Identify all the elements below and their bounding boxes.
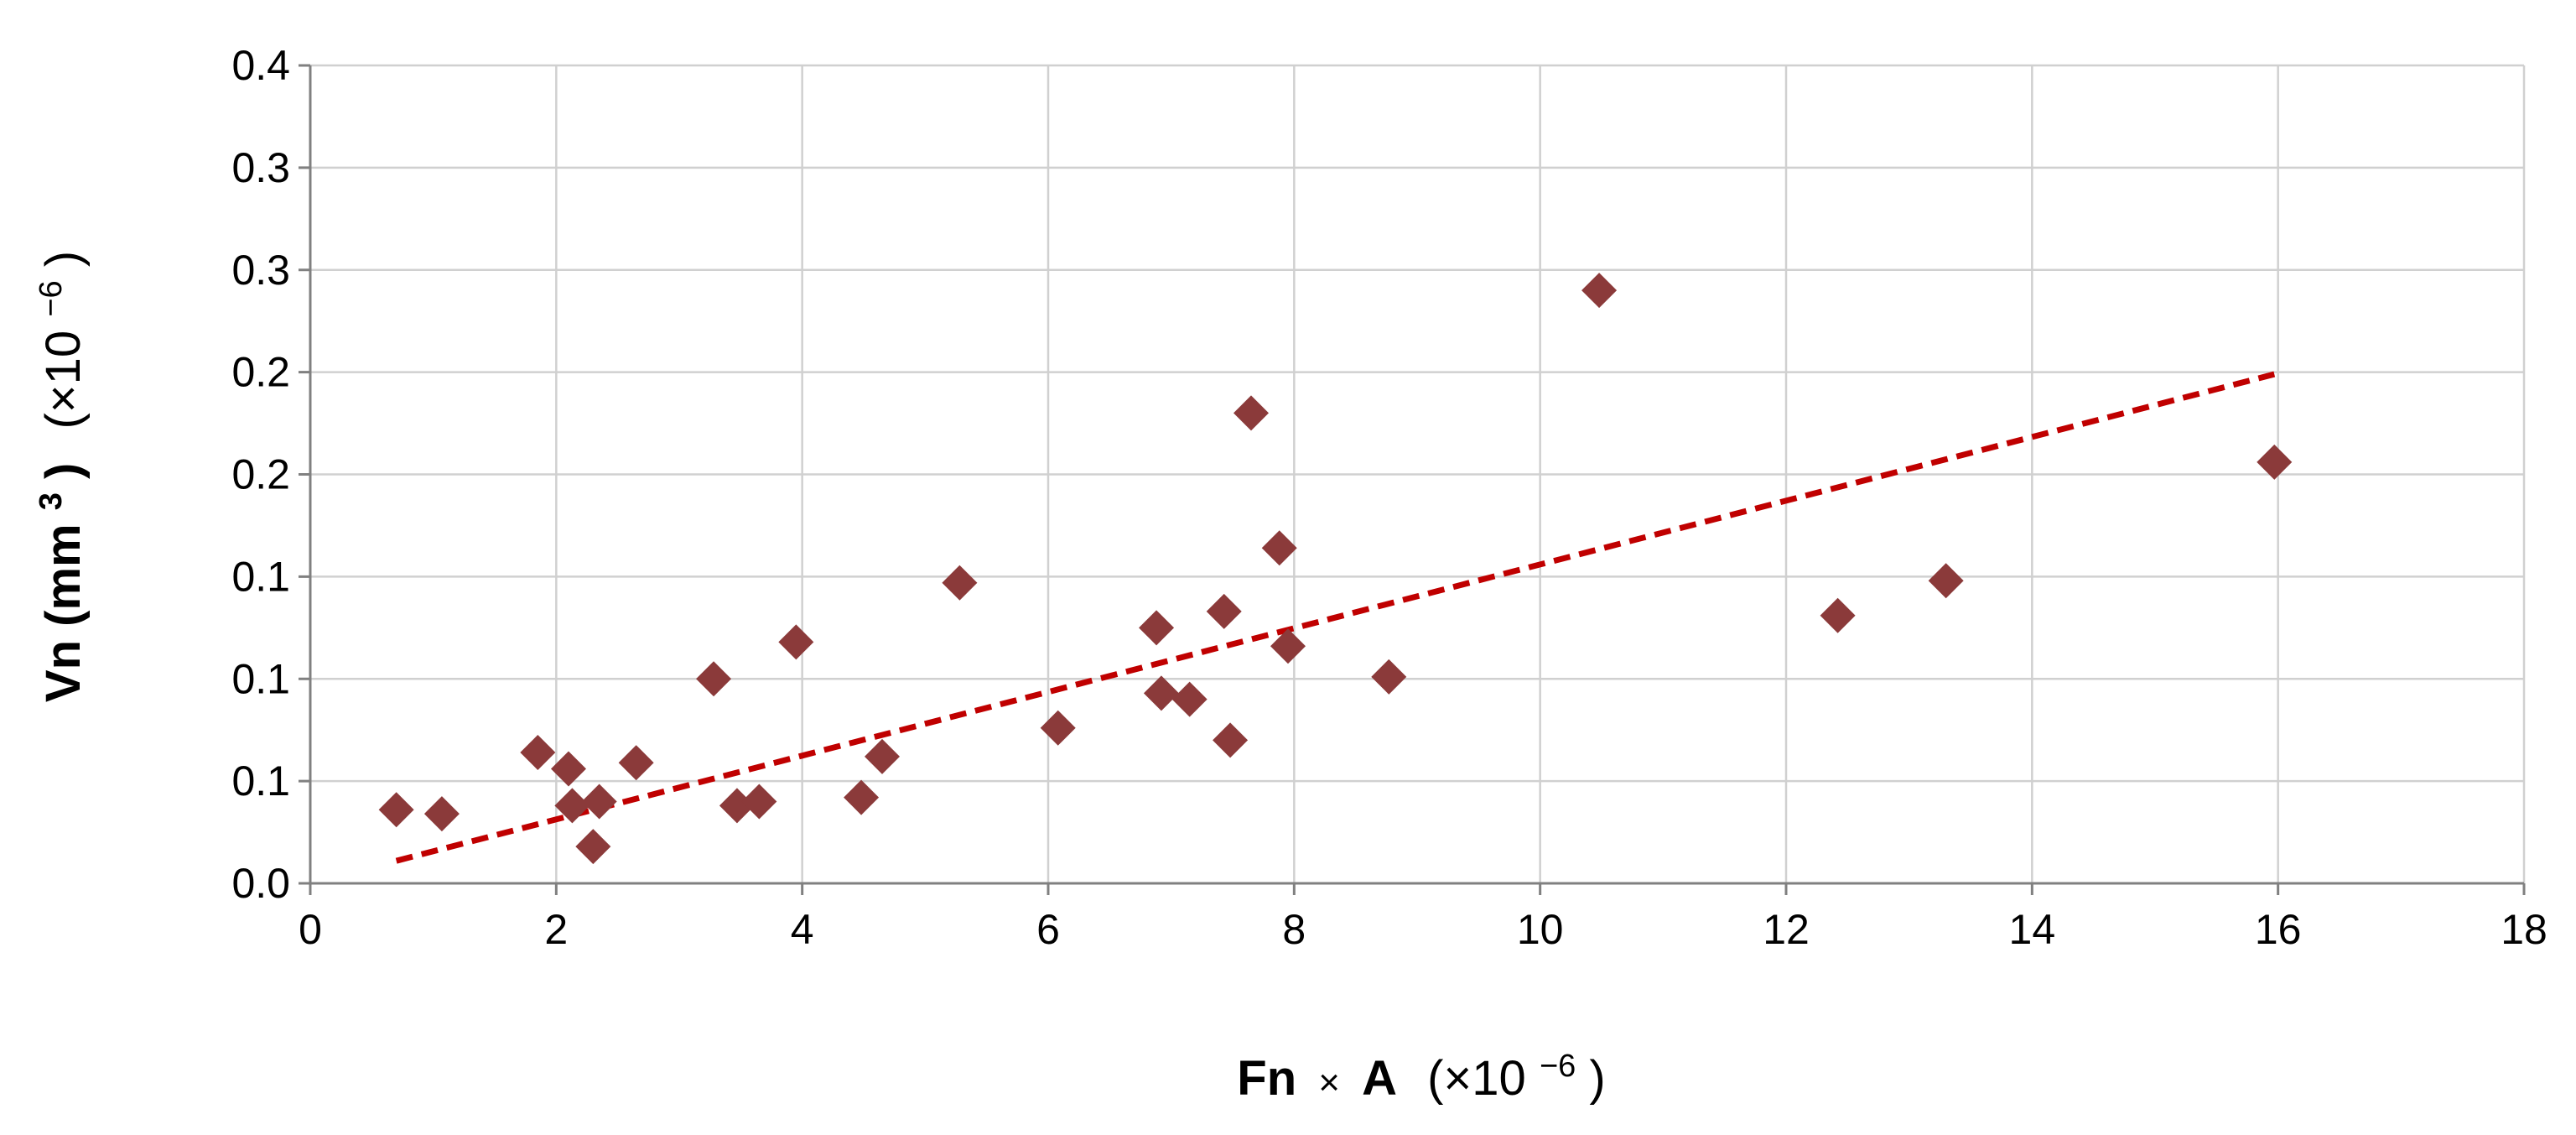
data-point	[1040, 710, 1076, 746]
y-axis-title-scale: (×10	[36, 331, 91, 430]
x-axis-title-var: A	[1362, 1051, 1397, 1106]
x-tick-label: 18	[2501, 906, 2547, 953]
axes-layer	[299, 64, 2526, 895]
data-point	[1139, 610, 1175, 646]
x-tick-label: 6	[1036, 906, 1060, 953]
data-point	[1233, 395, 1269, 431]
data-point	[865, 738, 900, 774]
y-axis-title: Vn (mm 3 ) (×10 −6 )	[18, 251, 91, 702]
y-tick-label: 0.3	[231, 247, 290, 294]
x-tick-label: 16	[2255, 906, 2302, 953]
y-axis-title-main: Vn (mm	[36, 523, 91, 702]
data-point	[1820, 597, 1856, 633]
data-point	[581, 784, 617, 820]
x-tick-label: 12	[1763, 906, 1810, 953]
x-tick-label: 14	[2009, 906, 2056, 953]
data-point	[778, 624, 814, 660]
data-point	[719, 788, 755, 824]
data-point	[551, 751, 586, 787]
y-axis-title-mid: )	[36, 463, 91, 479]
x-tick-label: 2	[544, 906, 568, 953]
x-axis-title-close: )	[1589, 1051, 1605, 1106]
data-point	[520, 735, 556, 770]
y-tick-label: 0.0	[231, 860, 290, 907]
data-point	[1143, 675, 1179, 711]
data-point	[618, 745, 654, 781]
y-tick-label: 0.4	[231, 42, 290, 89]
y-tick-label: 0.1	[231, 553, 290, 600]
trendline-layer	[395, 371, 2276, 864]
x-tick-label: 8	[1282, 906, 1306, 953]
trendline	[395, 371, 2276, 864]
data-points	[378, 273, 2293, 865]
x-axis-title-op: ×	[1318, 1062, 1340, 1103]
data-point	[1371, 659, 1407, 695]
data-point	[1261, 530, 1297, 566]
tick-labels: 0 2 4 6 8 10 12 14 16 18 0.0 0.1 0.1 0.1 0.2 0.2 0.3 0.3 0…	[231, 42, 2547, 953]
data-point	[575, 829, 611, 865]
x-axis-title: Fn × A (×10 −6 )	[1237, 1033, 1605, 1106]
x-tick-label: 0	[299, 906, 322, 953]
data-point	[554, 788, 590, 824]
data-point	[423, 796, 460, 832]
y-tick-label: 0.2	[231, 451, 290, 498]
data-point	[1206, 593, 1242, 629]
y-axis-title-close: )	[36, 251, 91, 267]
data-point	[844, 779, 880, 815]
x-tick-label: 10	[1517, 906, 1564, 953]
data-point	[1581, 273, 1618, 309]
y-tick-label: 0.1	[231, 655, 290, 702]
y-tick-label: 0.3	[231, 144, 290, 191]
data-point	[1171, 681, 1208, 717]
data-point	[378, 792, 414, 828]
data-point	[1270, 628, 1306, 664]
data-point	[696, 661, 732, 697]
y-tick-label: 0.1	[231, 758, 290, 804]
grid-layer	[310, 64, 2526, 883]
data-point	[942, 565, 978, 601]
x-axis-title-main: Fn	[1237, 1051, 1296, 1106]
y-axis-title-exp: −6	[34, 280, 69, 316]
x-tick-label: 4	[791, 906, 814, 953]
data-point	[741, 784, 777, 820]
data-point	[1213, 722, 1249, 758]
x-axis-title-exp: −6	[1540, 1049, 1576, 1084]
x-axis-title-scale: (×10	[1427, 1051, 1526, 1106]
y-axis-title-sup: 3	[34, 492, 69, 510]
data-point	[1928, 563, 1964, 599]
y-tick-label: 0.2	[231, 349, 290, 396]
data-point	[2257, 444, 2293, 480]
